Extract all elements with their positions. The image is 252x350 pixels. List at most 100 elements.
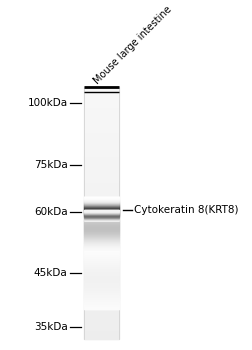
Bar xyxy=(84,136,119,137)
Bar xyxy=(84,274,119,275)
Text: 60kDa: 60kDa xyxy=(34,207,67,217)
Bar xyxy=(84,201,119,202)
Text: Mouse large intestine: Mouse large intestine xyxy=(92,4,173,86)
Bar xyxy=(84,149,119,150)
Bar xyxy=(84,321,119,322)
Bar xyxy=(84,211,119,212)
Bar xyxy=(84,190,119,191)
Bar xyxy=(84,232,119,233)
Bar xyxy=(84,320,119,321)
Bar xyxy=(84,119,119,120)
Bar xyxy=(84,298,119,299)
Bar xyxy=(84,175,119,176)
Bar xyxy=(84,337,119,338)
Bar xyxy=(84,183,119,184)
Bar xyxy=(84,140,119,141)
Bar xyxy=(84,106,119,107)
Bar xyxy=(84,280,119,281)
Bar xyxy=(84,135,119,136)
Bar xyxy=(84,223,119,224)
Bar xyxy=(84,112,119,113)
Bar xyxy=(84,165,119,166)
Bar xyxy=(84,331,119,332)
Bar xyxy=(84,87,119,88)
Bar xyxy=(84,235,119,236)
Bar xyxy=(84,138,119,139)
Bar xyxy=(84,145,119,146)
Bar xyxy=(84,123,119,124)
Bar xyxy=(84,286,119,287)
Text: 35kDa: 35kDa xyxy=(34,322,67,332)
Bar xyxy=(84,164,119,165)
Bar xyxy=(84,107,119,108)
Bar xyxy=(84,284,119,285)
Bar xyxy=(84,234,119,235)
Bar xyxy=(84,111,119,112)
Bar xyxy=(84,125,119,126)
Bar xyxy=(84,281,119,282)
Bar xyxy=(84,176,119,177)
Bar xyxy=(84,89,119,90)
Bar xyxy=(84,185,119,186)
Bar xyxy=(84,117,119,118)
Bar xyxy=(84,131,119,132)
Bar xyxy=(84,304,119,305)
Bar xyxy=(84,159,119,160)
Bar xyxy=(84,197,119,198)
Bar xyxy=(84,199,119,200)
Bar xyxy=(84,129,119,130)
Bar xyxy=(84,226,119,227)
Bar xyxy=(84,243,119,244)
Bar xyxy=(84,294,119,295)
Bar xyxy=(84,277,119,278)
Bar xyxy=(84,92,119,93)
Bar xyxy=(84,179,119,180)
Bar xyxy=(84,200,119,201)
Bar xyxy=(84,292,119,293)
Bar xyxy=(84,293,119,294)
Bar xyxy=(84,231,119,232)
Bar xyxy=(84,270,119,271)
Bar xyxy=(84,282,119,283)
Bar xyxy=(84,271,119,272)
Bar xyxy=(84,218,119,219)
Bar xyxy=(84,118,119,119)
Bar xyxy=(84,193,119,194)
Text: 100kDa: 100kDa xyxy=(27,98,67,108)
Bar xyxy=(84,114,119,115)
Bar xyxy=(84,288,119,289)
Bar xyxy=(84,275,119,276)
Bar xyxy=(84,120,119,121)
Bar xyxy=(84,249,119,250)
Bar xyxy=(84,309,119,310)
Bar xyxy=(84,122,119,123)
Bar xyxy=(84,314,119,315)
Bar xyxy=(84,154,119,155)
Bar xyxy=(84,301,119,302)
Bar xyxy=(84,180,119,181)
Bar xyxy=(84,227,119,228)
Bar xyxy=(84,317,119,318)
Bar xyxy=(84,247,119,248)
Bar xyxy=(84,330,119,331)
Bar xyxy=(84,166,119,167)
Bar xyxy=(84,156,119,157)
Bar xyxy=(84,178,119,179)
Bar xyxy=(84,162,119,163)
Bar xyxy=(84,187,119,188)
Bar xyxy=(84,238,119,239)
Bar xyxy=(84,157,119,158)
Bar xyxy=(84,244,119,245)
Bar xyxy=(84,215,119,216)
Bar xyxy=(84,316,119,317)
Text: 45kDa: 45kDa xyxy=(34,268,67,278)
Bar xyxy=(84,195,119,196)
Bar xyxy=(84,299,119,300)
Bar xyxy=(84,139,119,140)
Bar xyxy=(84,296,119,297)
Bar xyxy=(84,99,119,100)
Bar xyxy=(84,327,119,328)
Bar xyxy=(84,98,119,99)
Bar xyxy=(84,207,119,208)
Bar xyxy=(84,276,119,277)
